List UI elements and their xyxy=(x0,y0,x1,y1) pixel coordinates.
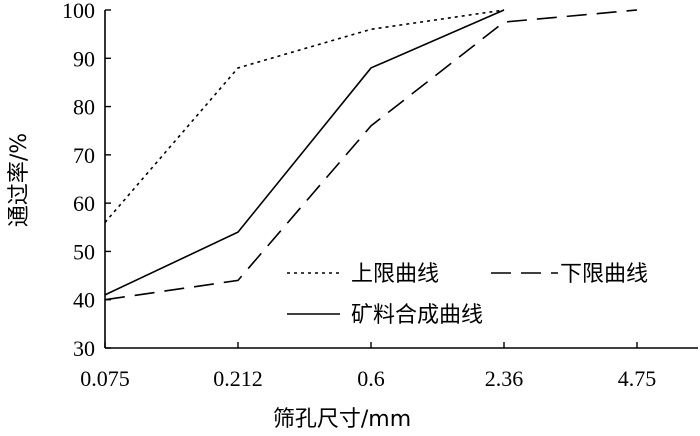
x-tick-label: 2.36 xyxy=(485,366,524,391)
y-tick-label: 100 xyxy=(62,0,95,23)
y-tick-label: 80 xyxy=(73,95,95,120)
series-lines xyxy=(104,9,638,301)
series-upper-limit-line xyxy=(104,9,505,223)
y-tick-label: 50 xyxy=(73,239,95,264)
y-tick-label: 90 xyxy=(73,46,95,71)
y-tick-label: 60 xyxy=(73,191,95,216)
series-synthetic-curve-line xyxy=(104,9,505,296)
x-tick-label: 0.075 xyxy=(80,366,130,391)
x-tick-label: 0.6 xyxy=(357,366,385,391)
legend-label-lower-limit: 下限曲线 xyxy=(560,262,648,287)
y-axis-label: 通过率/% xyxy=(7,133,32,227)
y-tick-label: 30 xyxy=(73,336,95,361)
x-axis-label: 筛孔尺寸/mm xyxy=(273,407,411,432)
x-axis-ticks: 0.075 0.212 0.6 2.36 4.75 xyxy=(80,342,656,391)
legend-label-synthetic-curve: 矿料合成曲线 xyxy=(351,303,483,328)
y-tick-label: 40 xyxy=(73,288,95,313)
x-tick-label: 4.75 xyxy=(618,366,657,391)
y-tick-label: 70 xyxy=(73,143,95,168)
legend-label-upper-limit: 上限曲线 xyxy=(351,262,439,287)
series-lower-limit-line xyxy=(104,9,638,301)
y-axis-ticks: 30 40 50 60 70 80 90 100 xyxy=(62,0,111,361)
x-tick-label: 0.212 xyxy=(213,366,263,391)
plot-area: 30 40 50 60 70 80 90 100 0.075 0.212 0.6 2.36 4.75 xyxy=(62,0,698,391)
legend: 上限曲线 下限曲线 矿料合成曲线 xyxy=(287,262,648,328)
